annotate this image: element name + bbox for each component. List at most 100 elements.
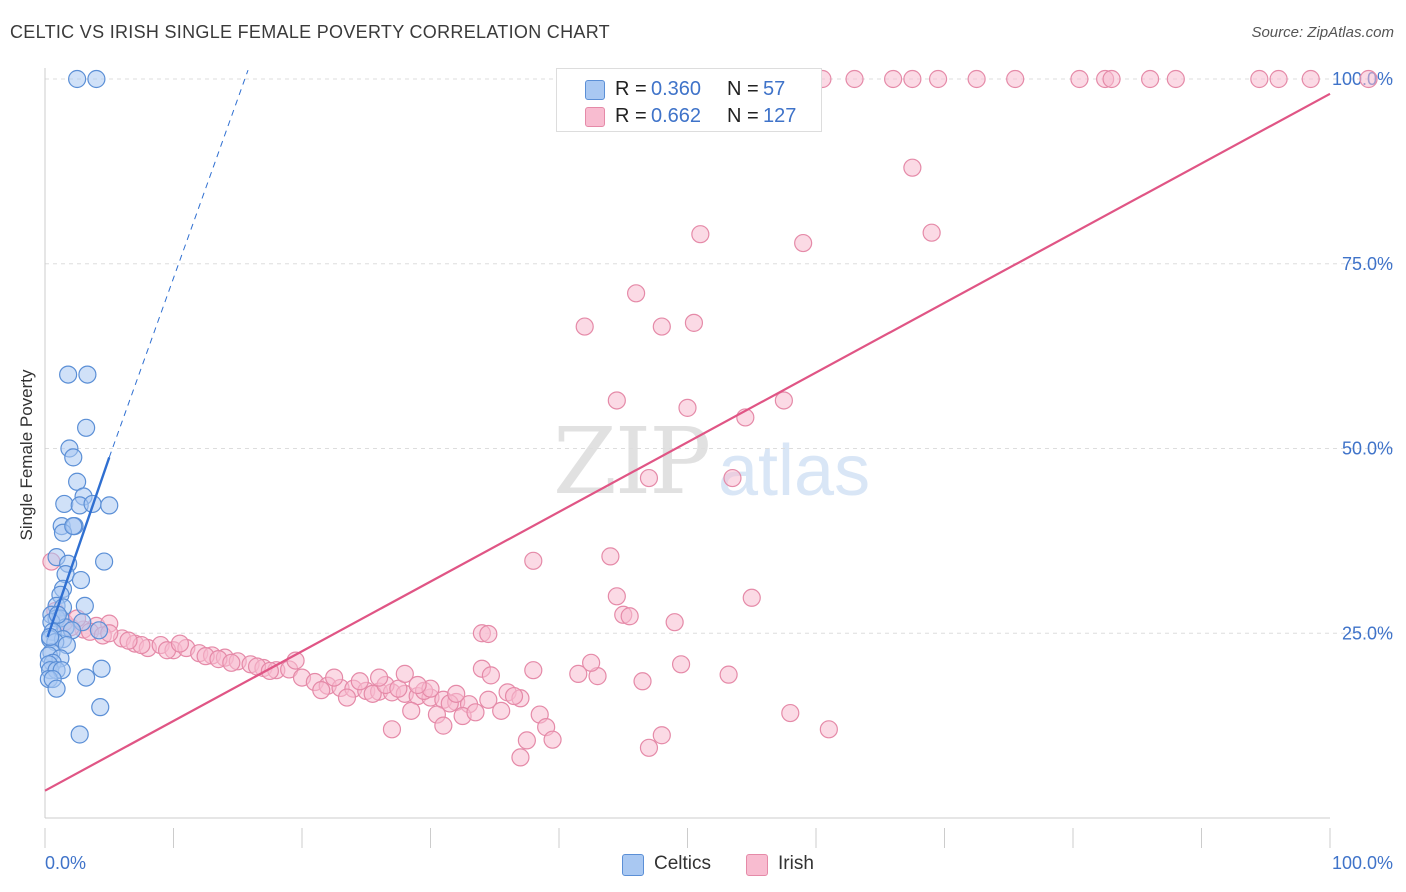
irish-point-120	[395, 664, 414, 683]
irish-point-12	[1102, 69, 1121, 89]
irish-point-125	[504, 686, 524, 706]
irish-point-16	[1269, 69, 1288, 89]
irish-point-18	[1359, 69, 1378, 89]
celtics-legend-icon	[622, 854, 644, 876]
irish-point-48	[569, 664, 588, 683]
celtics-point-1	[87, 69, 106, 89]
irish-n-value: 127	[763, 105, 797, 127]
celtics-point-16	[64, 516, 83, 536]
irish-point-118	[466, 703, 485, 722]
irish-point-7	[928, 69, 948, 89]
irish-point-58	[639, 738, 659, 757]
irish-point-24	[575, 317, 594, 336]
celtics-swatch-icon	[585, 80, 605, 100]
irish-point-108	[337, 688, 357, 707]
irish-point-127	[408, 675, 427, 695]
celtics-point-0	[68, 69, 87, 89]
celtics-point-4	[77, 418, 96, 437]
irish-point-29	[774, 391, 793, 410]
x-tick-label-1: 100.0%	[1332, 853, 1393, 873]
irish-point-57	[543, 730, 562, 749]
irish-point-25	[652, 317, 671, 336]
watermark-zip: ZIP	[553, 408, 711, 515]
irish-point-126	[382, 720, 402, 739]
irish-point-19	[903, 158, 922, 177]
irish-point-123	[479, 690, 498, 709]
irish-point-124	[492, 701, 511, 720]
source-credit: Source: ZipAtlas.com	[1251, 24, 1394, 41]
irish-point-84	[170, 634, 190, 653]
celtics-r-label: R =	[615, 78, 647, 100]
irish-point-44	[481, 666, 500, 685]
irish-point-31	[639, 468, 659, 488]
irish-point-87	[222, 653, 241, 672]
irish-point-28	[678, 398, 697, 417]
irish-point-47	[524, 661, 543, 680]
irish-trend-line	[44, 92, 1331, 792]
irish-point-17	[1301, 69, 1320, 89]
irish-point-107	[325, 668, 344, 687]
irish-point-32	[723, 468, 742, 488]
legend-label-celtics: Celtics	[654, 853, 712, 874]
irish-point-61	[781, 703, 800, 723]
celtics-point-53	[91, 698, 110, 717]
irish-point-6	[903, 69, 922, 89]
celtics-point-48	[92, 659, 111, 678]
irish-point-23	[626, 284, 646, 303]
irish-legend-icon	[746, 854, 768, 876]
y-tick-label-2: 75.0%	[1342, 254, 1393, 274]
irish-point-51	[633, 672, 652, 691]
irish-point-113	[402, 701, 421, 720]
irish-point-36	[607, 587, 626, 606]
y-tick-label-0: 25.0%	[1342, 623, 1393, 643]
irish-point-8	[967, 69, 986, 89]
irish-point-59	[652, 726, 671, 745]
x-tick-label-0: 0.0%	[45, 853, 86, 873]
irish-point-106	[312, 681, 331, 700]
chart-title: CELTIC VS IRISH SINGLE FEMALE POVERTY CO…	[10, 22, 610, 42]
irish-point-60	[511, 748, 530, 767]
irish-point-15	[1250, 69, 1269, 89]
legend-row-celtics: R = 0.360 N = 57	[557, 74, 821, 102]
irish-point-110	[363, 684, 382, 703]
legend-label-irish: Irish	[778, 853, 814, 874]
irish-point-119	[370, 668, 389, 687]
legend-row-irish: R = 0.662 N = 127	[557, 101, 821, 129]
celtics-point-21	[71, 570, 91, 590]
celtics-n-label: N =	[727, 78, 759, 100]
irish-r-value: 0.662	[651, 105, 702, 127]
series-legend: Celtics Irish	[0, 852, 1406, 878]
celtics-n-value: 57	[763, 78, 786, 100]
irish-point-56	[517, 731, 536, 750]
y-tick-label-1: 50.0%	[1342, 439, 1393, 459]
celtics-point-19	[95, 552, 114, 571]
irish-point-62	[819, 720, 838, 739]
watermark-atlas: atlas	[718, 431, 871, 511]
celtics-point-2	[59, 365, 78, 384]
irish-point-21	[794, 233, 813, 253]
celtics-point-9	[55, 494, 74, 514]
irish-point-20	[691, 225, 710, 244]
correlation-legend: R = 0.360 N = 57 R = 0.662 N = 127	[556, 68, 822, 132]
irish-point-22	[922, 223, 941, 242]
irish-point-50	[582, 653, 601, 672]
celtics-point-52	[47, 679, 66, 698]
celtics-trend-extension	[108, 69, 249, 458]
irish-point-128	[434, 716, 453, 735]
irish-point-133	[119, 631, 138, 650]
irish-swatch-icon	[585, 107, 605, 127]
celtics-point-34	[89, 621, 109, 640]
irish-point-35	[601, 547, 620, 566]
irish-r-label: R =	[615, 105, 647, 127]
irish-point-34	[524, 551, 543, 570]
irish-point-122	[447, 684, 466, 703]
irish-point-9	[1006, 69, 1025, 89]
celtics-trend-line	[46, 456, 111, 638]
celtics-point-26	[75, 596, 94, 616]
irish-point-37	[742, 588, 761, 607]
irish-point-5	[883, 69, 903, 89]
irish-point-27	[607, 391, 626, 410]
irish-point-109	[350, 672, 369, 691]
irish-point-40	[665, 613, 684, 632]
